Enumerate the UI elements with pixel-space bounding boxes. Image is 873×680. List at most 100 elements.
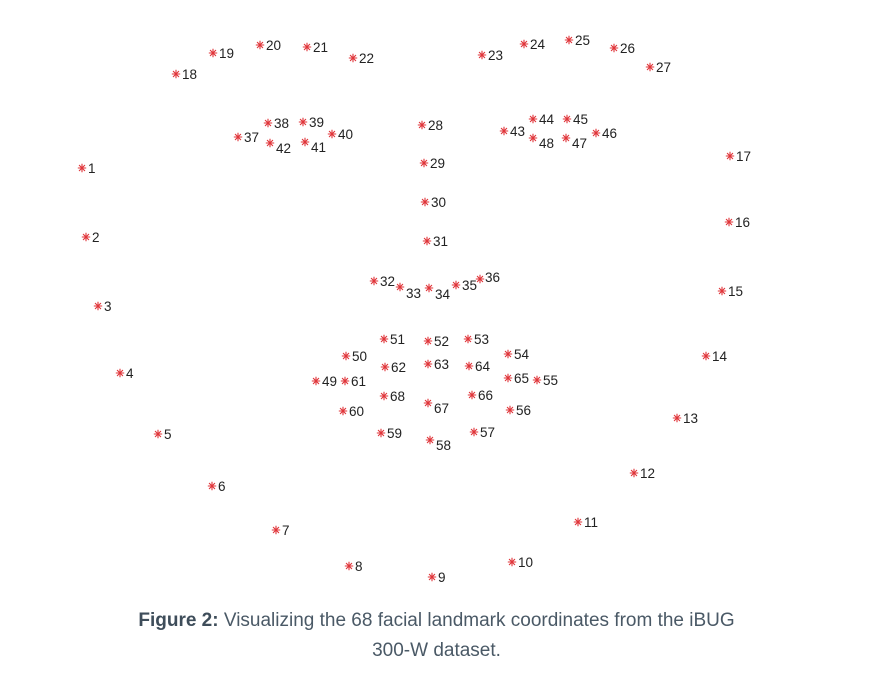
landmark-marker-52	[423, 336, 433, 346]
landmark-label-63: 63	[434, 357, 449, 372]
landmark-label-66: 66	[478, 388, 493, 403]
landmark-label-65: 65	[514, 371, 529, 386]
landmark-43: 43	[499, 124, 525, 139]
landmark-28: 28	[417, 118, 443, 133]
landmark-68: 68	[379, 389, 405, 404]
landmark-label-57: 57	[480, 425, 495, 440]
landmark-15: 15	[717, 284, 743, 299]
landmark-marker-31	[422, 236, 432, 246]
landmark-marker-37	[233, 132, 243, 142]
landmark-label-31: 31	[433, 234, 448, 249]
landmark-label-4: 4	[126, 366, 134, 381]
landmark-label-9: 9	[438, 570, 446, 585]
landmark-3: 3	[93, 299, 112, 314]
landmark-37: 37	[233, 130, 259, 145]
landmark-marker-25	[564, 35, 574, 45]
landmark-marker-55	[532, 375, 542, 385]
landmark-25: 25	[564, 33, 590, 48]
landmark-label-32: 32	[380, 274, 395, 289]
landmark-39: 39	[298, 115, 324, 130]
landmark-marker-5	[153, 429, 163, 439]
landmark-marker-47	[561, 133, 571, 143]
landmark-54: 54	[503, 347, 530, 362]
landmark-marker-19	[208, 48, 218, 58]
landmark-marker-44	[528, 114, 538, 124]
landmark-label-36: 36	[485, 270, 500, 285]
landmark-marker-13	[672, 413, 682, 423]
landmark-label-24: 24	[530, 37, 546, 52]
landmark-label-5: 5	[164, 427, 172, 442]
landmark-marker-26	[609, 43, 619, 53]
landmark-label-60: 60	[349, 404, 364, 419]
landmark-55: 55	[532, 373, 558, 388]
caption-line-1: Figure 2: Visualizing the 68 facial land…	[0, 606, 873, 636]
landmark-label-33: 33	[406, 286, 421, 301]
landmark-65: 65	[503, 371, 529, 386]
landmark-marker-42	[265, 138, 275, 148]
landmark-label-52: 52	[434, 334, 449, 349]
landmark-label-12: 12	[640, 466, 655, 481]
landmark-marker-51	[379, 334, 389, 344]
landmark-label-41: 41	[311, 140, 326, 155]
caption-text: Visualizing the 68 facial landmark coord…	[223, 610, 735, 631]
landmark-label-56: 56	[516, 403, 531, 418]
landmark-marker-4	[115, 368, 125, 378]
landmark-marker-65	[503, 373, 513, 383]
landmark-label-47: 47	[572, 136, 587, 151]
landmark-marker-56	[505, 405, 515, 415]
landmark-35: 35	[451, 278, 477, 293]
landmark-marker-9	[427, 572, 437, 582]
landmark-marker-43	[499, 126, 509, 136]
landmark-4: 4	[115, 366, 134, 381]
landmark-label-53: 53	[474, 332, 489, 347]
landmark-18: 18	[171, 67, 197, 82]
landmark-marker-54	[503, 349, 513, 359]
landmark-19: 19	[208, 46, 234, 61]
landmark-marker-29	[419, 158, 429, 168]
landmark-14: 14	[701, 349, 728, 364]
landmark-30: 30	[420, 195, 446, 210]
landmark-label-3: 3	[104, 299, 112, 314]
landmark-marker-66	[467, 390, 477, 400]
landmark-label-23: 23	[488, 48, 503, 63]
landmark-41: 41	[300, 137, 326, 155]
landmark-marker-6	[207, 481, 217, 491]
landmark-24: 24	[519, 37, 546, 52]
landmark-10: 10	[507, 555, 533, 570]
landmark-11: 11	[573, 515, 598, 530]
landmark-label-46: 46	[602, 126, 617, 141]
landmark-44: 44	[528, 112, 555, 127]
landmark-label-50: 50	[352, 349, 367, 364]
landmark-marker-12	[629, 468, 639, 478]
landmark-49: 49	[311, 374, 337, 389]
landmark-marker-46	[591, 128, 601, 138]
landmark-label-10: 10	[518, 555, 533, 570]
landmark-62: 62	[380, 360, 406, 375]
landmark-13: 13	[672, 411, 698, 426]
landmark-marker-39	[298, 117, 308, 127]
landmark-label-59: 59	[387, 426, 402, 441]
landmark-label-44: 44	[539, 112, 555, 127]
landmark-marker-14	[701, 351, 711, 361]
landmark-label-61: 61	[351, 374, 366, 389]
landmark-67: 67	[423, 398, 449, 416]
landmark-marker-30	[420, 197, 430, 207]
landmark-31: 31	[422, 234, 448, 249]
landmark-64: 64	[464, 359, 491, 374]
landmark-label-21: 21	[313, 40, 328, 55]
landmark-marker-24	[519, 39, 529, 49]
landmark-label-43: 43	[510, 124, 525, 139]
landmark-2: 2	[81, 230, 100, 245]
landmark-label-62: 62	[391, 360, 406, 375]
landmark-32: 32	[369, 274, 395, 289]
landmark-label-1: 1	[88, 161, 96, 176]
landmark-label-19: 19	[219, 46, 234, 61]
landmark-45: 45	[562, 112, 588, 127]
landmark-label-67: 67	[434, 401, 449, 416]
landmark-20: 20	[255, 38, 281, 53]
landmark-label-68: 68	[390, 389, 405, 404]
landmark-label-15: 15	[728, 284, 743, 299]
landmark-label-35: 35	[462, 278, 477, 293]
landmark-label-28: 28	[428, 118, 443, 133]
landmark-34: 34	[424, 283, 451, 302]
